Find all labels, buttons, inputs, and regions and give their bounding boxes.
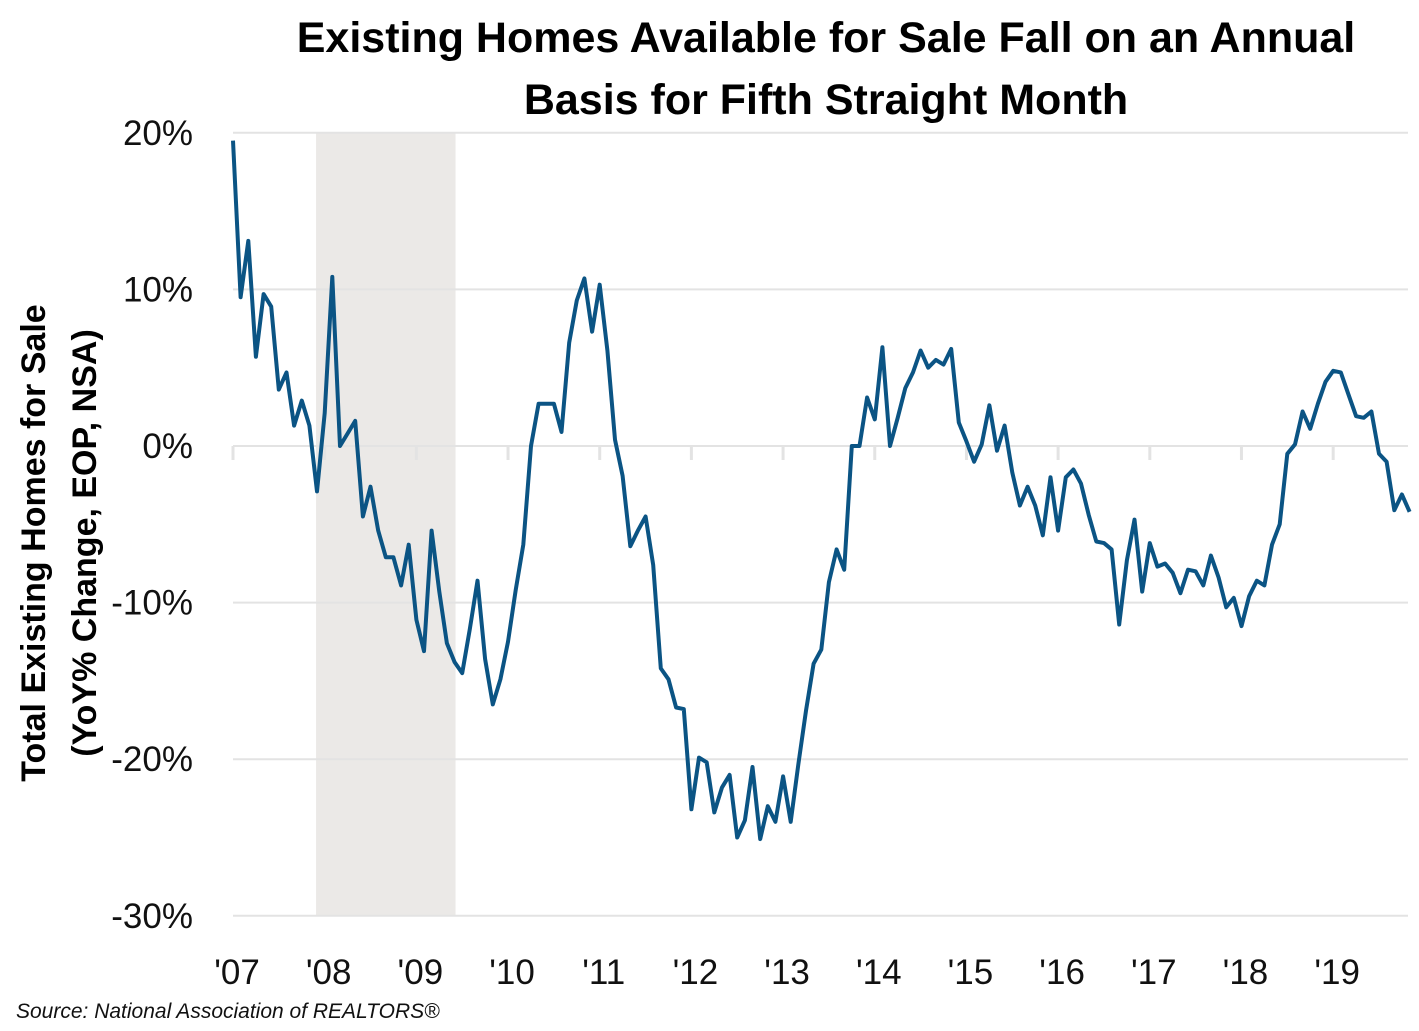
recession-shading	[316, 132, 456, 916]
y-tick-label: 10%	[123, 270, 193, 309]
x-tick-label: '15	[948, 953, 994, 992]
x-tick-label: '17	[1131, 953, 1177, 992]
x-tick-label: '14	[856, 953, 902, 992]
y-tick-label: -30%	[111, 897, 193, 936]
x-tick-label: '18	[1223, 953, 1269, 992]
y-tick-label: -20%	[111, 740, 193, 779]
x-tick-label: '07	[214, 953, 260, 992]
chart-title-line-2: Basis for Fifth Straight Month	[524, 76, 1128, 124]
series-line	[231, 140, 1412, 842]
x-tick-label: '11	[582, 953, 625, 992]
source-note: Source: National Association of REALTORS…	[16, 1000, 440, 1023]
y-axis-label-line-2: (YoY% Change, EOP, NSA)	[66, 329, 104, 757]
x-axis-ticks	[231, 446, 1335, 460]
chart-title-line-1: Existing Homes Available for Sale Fall o…	[297, 14, 1356, 62]
y-tick-label: 20%	[123, 114, 193, 153]
x-tick-label: '10	[489, 953, 535, 992]
x-tick-label: '13	[764, 953, 810, 992]
x-tick-label: '19	[1314, 953, 1360, 992]
y-axis-tick-labels: 20% 10% 0% -10% -20% -30%	[111, 114, 193, 936]
x-tick-label: '08	[306, 953, 352, 992]
x-tick-label: '16	[1039, 953, 1085, 992]
x-axis-tick-labels: '07 '08 '09 '10 '11 '12 '13 '14 '15 '16 '17 '18 '19	[214, 953, 1360, 992]
x-tick-label: '09	[398, 953, 444, 992]
y-tick-label: -10%	[111, 584, 193, 623]
y-axis-label-line-1: Total Existing Homes for Sale	[15, 304, 53, 781]
x-tick-label: '12	[673, 953, 719, 992]
y-tick-label: 0%	[142, 427, 193, 466]
